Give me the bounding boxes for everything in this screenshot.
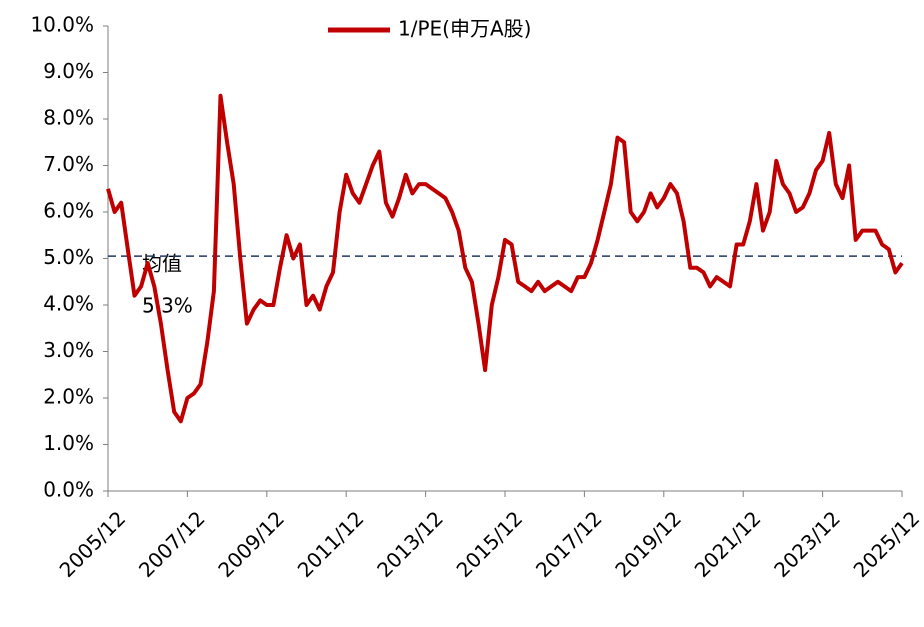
x-tick-label: 2013/12 xyxy=(372,506,448,582)
y-tick-label: 7.0% xyxy=(43,152,94,176)
x-tick-label: 2023/12 xyxy=(769,506,845,582)
x-tick-label: 2009/12 xyxy=(213,506,289,582)
legend-label: 1/PE(申万A股) xyxy=(398,17,531,41)
y-tick-label: 2.0% xyxy=(43,385,94,409)
y-tick-label: 8.0% xyxy=(43,106,94,130)
y-tick-label: 1.0% xyxy=(43,431,94,455)
x-tick-label: 2011/12 xyxy=(293,506,369,582)
y-tick-label: 6.0% xyxy=(43,199,94,223)
y-tick-label: 9.0% xyxy=(43,59,94,83)
y-tick-label: 0.0% xyxy=(43,478,94,502)
x-tick-label: 2025/12 xyxy=(849,506,924,582)
x-tick-label: 2005/12 xyxy=(55,506,131,582)
x-tick-label: 2015/12 xyxy=(452,506,528,582)
y-tick-label: 5.0% xyxy=(43,245,94,269)
y-tick-label: 10.0% xyxy=(30,13,94,37)
x-tick-label: 2019/12 xyxy=(610,506,686,582)
x-tick-label: 2007/12 xyxy=(134,506,210,582)
y-tick-label: 3.0% xyxy=(43,338,94,362)
data-line xyxy=(106,93,904,424)
y-tick-label: 4.0% xyxy=(43,292,94,316)
x-tick-label: 2021/12 xyxy=(690,506,766,582)
annotation: 5.3% xyxy=(142,294,193,318)
x-tick-label: 2017/12 xyxy=(531,506,607,582)
